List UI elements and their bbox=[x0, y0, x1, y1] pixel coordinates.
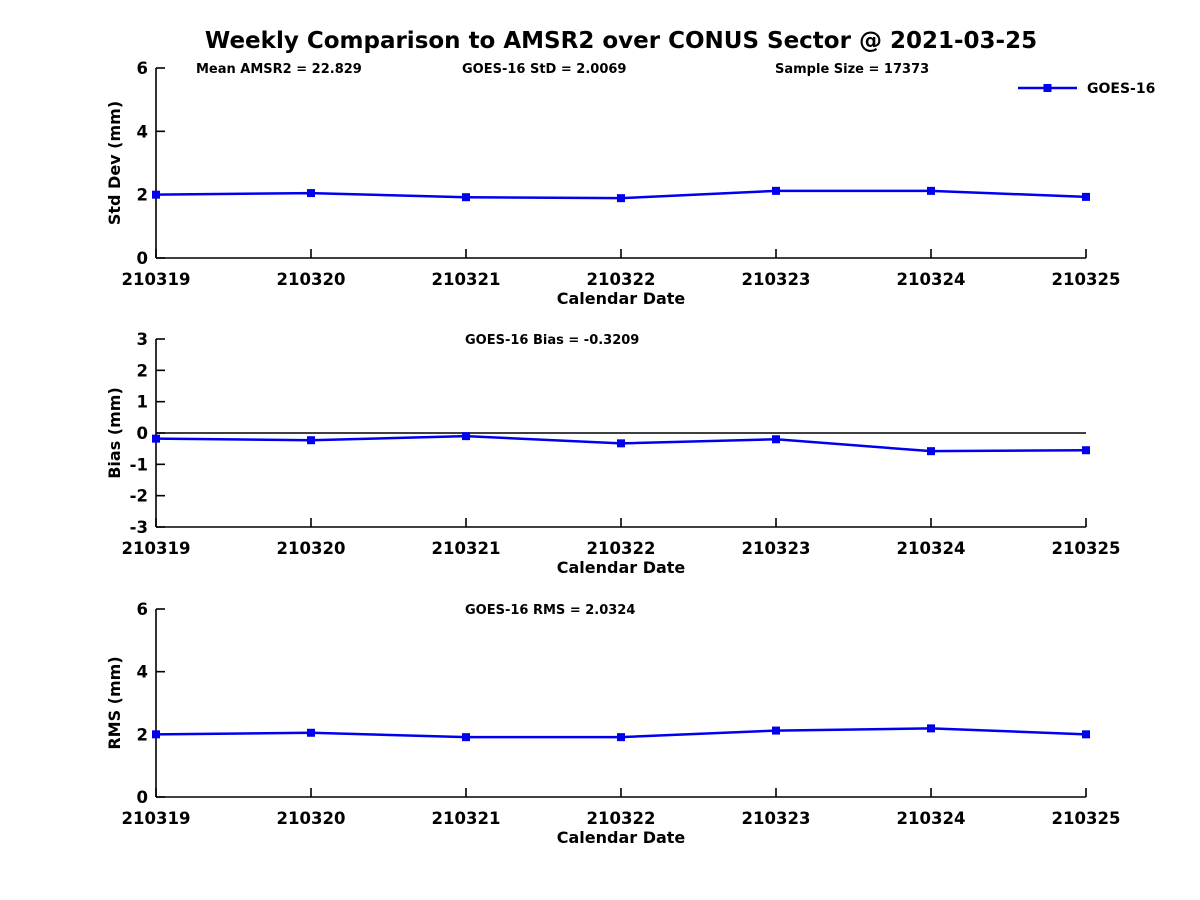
x-tick-label: 210325 bbox=[1052, 539, 1121, 558]
y-tick-label: 4 bbox=[137, 122, 148, 141]
y-axis-label: Std Dev (mm) bbox=[105, 101, 124, 225]
data-point-rms-210324 bbox=[927, 724, 935, 733]
x-axis-label: Calendar Date bbox=[557, 558, 686, 577]
data-point-std-dev-210324 bbox=[927, 186, 935, 195]
y-tick-label: 0 bbox=[137, 249, 148, 268]
y-tick-label: -3 bbox=[130, 518, 148, 537]
annotation-bias: GOES-16 Bias = -0.3209 bbox=[465, 333, 639, 348]
x-tick-label: 210319 bbox=[122, 270, 191, 289]
data-point-bias-210325 bbox=[1082, 446, 1090, 455]
data-point-bias-210321 bbox=[462, 432, 470, 441]
legend-label: GOES-16 bbox=[1087, 81, 1155, 97]
chart-title: Weekly Comparison to AMSR2 over CONUS Se… bbox=[204, 28, 1038, 54]
x-tick-label: 210319 bbox=[122, 809, 191, 828]
data-point-bias-210319 bbox=[152, 434, 160, 443]
data-point-bias-210324 bbox=[927, 447, 935, 456]
y-tick-label: 1 bbox=[137, 393, 148, 412]
y-axis-label: RMS (mm) bbox=[105, 656, 124, 749]
data-point-std-dev-210325 bbox=[1082, 192, 1090, 201]
x-tick-label: 210322 bbox=[587, 809, 656, 828]
legend-marker bbox=[1043, 84, 1052, 92]
x-tick-label: 210322 bbox=[587, 270, 656, 289]
y-axis-label: Bias (mm) bbox=[105, 387, 124, 479]
y-tick-label: 2 bbox=[137, 725, 148, 744]
annotation-std-dev: Sample Size = 17373 bbox=[775, 62, 929, 77]
y-tick-label: 6 bbox=[137, 600, 148, 619]
x-tick-label: 210320 bbox=[277, 270, 346, 289]
y-tick-label: 0 bbox=[137, 788, 148, 807]
x-tick-label: 210322 bbox=[587, 539, 656, 558]
y-tick-label: 6 bbox=[137, 59, 148, 78]
data-point-bias-210320 bbox=[307, 436, 315, 445]
data-point-rms-210325 bbox=[1082, 730, 1090, 739]
data-point-rms-210320 bbox=[307, 728, 315, 737]
y-tick-label: 2 bbox=[137, 361, 148, 380]
x-tick-label: 210325 bbox=[1052, 270, 1121, 289]
data-point-std-dev-210322 bbox=[617, 194, 625, 203]
data-point-bias-210322 bbox=[617, 439, 625, 448]
x-tick-label: 210321 bbox=[432, 270, 501, 289]
x-tick-label: 210321 bbox=[432, 809, 501, 828]
data-point-rms-210322 bbox=[617, 733, 625, 742]
x-tick-label: 210319 bbox=[122, 539, 191, 558]
data-point-std-dev-210321 bbox=[462, 193, 470, 202]
y-tick-label: -2 bbox=[130, 487, 148, 506]
data-point-rms-210323 bbox=[772, 726, 780, 735]
data-point-rms-210321 bbox=[462, 733, 470, 742]
y-tick-label: 3 bbox=[137, 330, 148, 349]
y-tick-label: 2 bbox=[137, 186, 148, 205]
x-tick-label: 210324 bbox=[897, 270, 966, 289]
data-point-std-dev-210320 bbox=[307, 189, 315, 198]
y-tick-label: 0 bbox=[137, 424, 148, 443]
x-tick-label: 210323 bbox=[742, 270, 811, 289]
x-axis-label: Calendar Date bbox=[557, 289, 686, 308]
x-axis-label: Calendar Date bbox=[557, 828, 686, 847]
x-tick-label: 210325 bbox=[1052, 809, 1121, 828]
y-tick-label: 4 bbox=[137, 663, 148, 682]
x-tick-label: 210320 bbox=[277, 809, 346, 828]
data-point-std-dev-210319 bbox=[152, 190, 160, 199]
x-tick-label: 210323 bbox=[742, 809, 811, 828]
annotation-rms: GOES-16 RMS = 2.0324 bbox=[465, 603, 635, 618]
x-tick-label: 210324 bbox=[897, 809, 966, 828]
data-point-bias-210323 bbox=[772, 435, 780, 444]
annotation-std-dev: Mean AMSR2 = 22.829 bbox=[196, 62, 362, 77]
x-tick-label: 210321 bbox=[432, 539, 501, 558]
annotation-std-dev: GOES-16 StD = 2.0069 bbox=[462, 62, 626, 77]
y-tick-label: -1 bbox=[130, 455, 148, 474]
data-point-std-dev-210323 bbox=[772, 186, 780, 195]
data-point-rms-210319 bbox=[152, 730, 160, 739]
x-tick-label: 210324 bbox=[897, 539, 966, 558]
x-tick-label: 210320 bbox=[277, 539, 346, 558]
x-tick-label: 210323 bbox=[742, 539, 811, 558]
